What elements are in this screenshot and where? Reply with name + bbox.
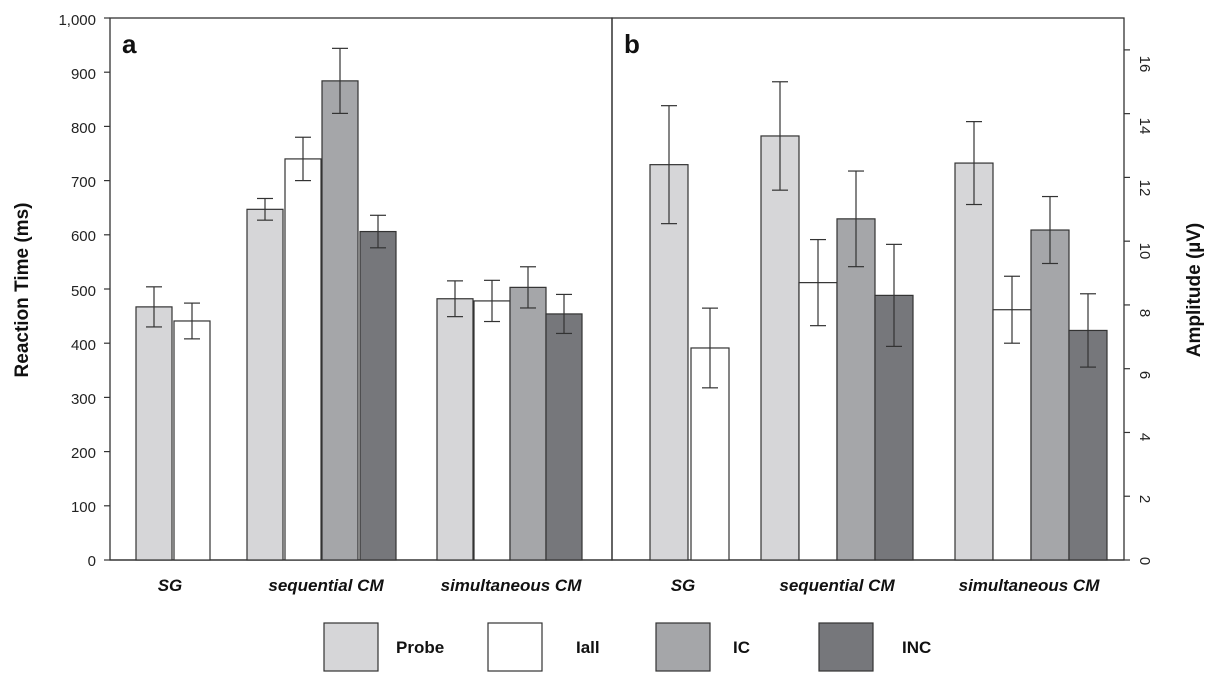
bar-iall — [992, 309, 1032, 561]
bar-probe — [246, 208, 284, 561]
legend-swatch-ic — [655, 622, 711, 672]
legend-label-probe: Probe — [396, 638, 444, 657]
bar-probe — [649, 164, 689, 561]
y-tick-label-left: 300 — [71, 391, 96, 408]
y-tick-label-left: 0 — [88, 553, 96, 570]
bar-inc — [545, 313, 583, 561]
x-category-label: sequential CM — [779, 576, 895, 595]
y-tick-label-left: 600 — [71, 228, 96, 245]
y-tick-label-left: 1,000 — [58, 12, 96, 29]
y-tick-label-left: 700 — [71, 174, 96, 191]
y-tick-label-left: 100 — [71, 499, 96, 516]
panel-b-bars — [612, 81, 1124, 561]
bar-iall — [798, 282, 838, 561]
y-axis-right-ticks — [1124, 49, 1130, 561]
bar-iall — [473, 300, 511, 561]
legend-swatch-probe — [323, 622, 379, 672]
y-tick-label-right: 4 — [1136, 433, 1153, 441]
x-category-label: SG — [671, 576, 696, 595]
panel-b-letter: b — [624, 29, 640, 59]
y-tick-label-right: 14 — [1136, 118, 1153, 135]
bar-iall — [284, 158, 322, 561]
y-axis-title-left: Reaction Time (ms) — [12, 203, 33, 378]
y-axis-title-right: Amplitude (µV) — [1184, 223, 1205, 357]
bar-inc — [359, 230, 397, 561]
y-tick-label-right: 16 — [1136, 56, 1153, 73]
bar-probe — [135, 306, 173, 561]
bar-iall — [173, 320, 211, 561]
bar-ic — [1030, 229, 1070, 561]
y-tick-label-left: 400 — [71, 337, 96, 354]
panel-a-bars — [110, 47, 612, 561]
legend-swatch-iall — [487, 622, 543, 672]
x-axis-labels-b: SG sequential CM simultaneous CM — [671, 576, 1100, 595]
legend: Probe Iall IC INC — [323, 622, 931, 672]
x-category-label: simultaneous CM — [959, 576, 1101, 595]
y-axis-left: 0 100 200 300 400 500 600 700 800 900 1,… — [58, 12, 96, 570]
y-axis-left-ticks — [104, 17, 110, 561]
bar-probe — [760, 135, 800, 561]
legend-label-inc: INC — [902, 638, 931, 657]
bar-ic — [321, 80, 359, 561]
panel-a-letter: a — [122, 29, 137, 59]
x-category-label: SG — [158, 576, 183, 595]
x-axis-labels-a: SG sequential CM simultaneous CM — [158, 576, 582, 595]
y-tick-label-left: 200 — [71, 445, 96, 462]
y-tick-label-left: 800 — [71, 120, 96, 137]
bar-probe — [954, 162, 994, 561]
y-tick-label-right: 6 — [1136, 371, 1153, 379]
y-axis-right: 0 2 4 6 8 10 12 14 16 — [1136, 56, 1153, 566]
y-tick-label-left: 900 — [71, 66, 96, 83]
y-tick-label-left: 500 — [71, 283, 96, 300]
legend-swatch-inc — [818, 622, 874, 672]
bar-ic — [509, 286, 547, 561]
legend-label-ic: IC — [733, 638, 750, 657]
y-tick-label-right: 2 — [1136, 495, 1153, 503]
y-tick-label-right: 12 — [1136, 180, 1153, 197]
bar-probe — [436, 298, 474, 561]
y-tick-label-right: 8 — [1136, 309, 1153, 317]
x-category-label: sequential CM — [268, 576, 384, 595]
x-category-label: simultaneous CM — [441, 576, 583, 595]
legend-label-iall: Iall — [576, 638, 600, 657]
y-tick-label-right: 0 — [1136, 557, 1153, 565]
bar-ic — [836, 218, 876, 561]
y-tick-label-right: 10 — [1136, 243, 1153, 260]
